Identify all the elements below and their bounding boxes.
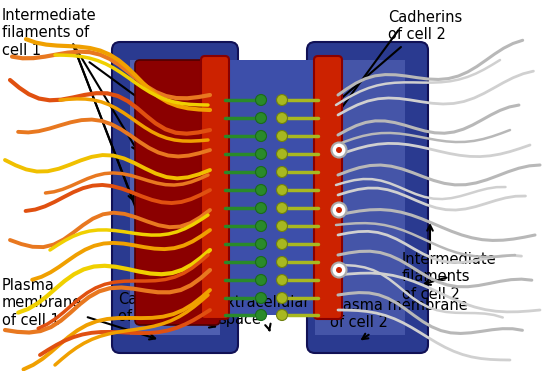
Text: Intermediate
filaments of
cell 1: Intermediate filaments of cell 1 [2, 8, 144, 102]
Circle shape [256, 148, 267, 160]
Circle shape [276, 167, 287, 177]
Circle shape [276, 220, 287, 232]
Text: Extracellular
space: Extracellular space [218, 295, 311, 331]
Circle shape [256, 167, 267, 177]
Bar [225, 60, 318, 315]
Circle shape [276, 131, 287, 141]
Circle shape [256, 275, 267, 286]
Circle shape [276, 239, 287, 250]
Circle shape [276, 309, 287, 321]
Text: Cadherins
of cell 2: Cadherins of cell 2 [334, 10, 462, 105]
Circle shape [256, 95, 267, 105]
FancyBboxPatch shape [112, 42, 238, 353]
Circle shape [256, 309, 267, 321]
Circle shape [276, 148, 287, 160]
Circle shape [256, 131, 267, 141]
Circle shape [256, 256, 267, 267]
Polygon shape [130, 60, 220, 335]
Text: Intermediate
filaments
of cell 2: Intermediate filaments of cell 2 [402, 252, 497, 302]
Polygon shape [315, 60, 405, 335]
Circle shape [276, 112, 287, 124]
Circle shape [276, 95, 287, 105]
FancyBboxPatch shape [307, 42, 428, 353]
Circle shape [331, 142, 347, 158]
Circle shape [276, 275, 287, 286]
Circle shape [336, 267, 342, 273]
Circle shape [276, 203, 287, 213]
Circle shape [276, 292, 287, 303]
Circle shape [331, 203, 347, 217]
Text: Plasma
membrane
of cell 1: Plasma membrane of cell 1 [2, 278, 155, 339]
Circle shape [331, 263, 347, 278]
FancyBboxPatch shape [135, 60, 220, 325]
Circle shape [256, 203, 267, 213]
Circle shape [256, 239, 267, 250]
Circle shape [336, 207, 342, 213]
Circle shape [336, 147, 342, 153]
Circle shape [276, 184, 287, 196]
Circle shape [256, 112, 267, 124]
Text: Plasma membrane
of cell 2: Plasma membrane of cell 2 [330, 298, 468, 339]
Text: Cadherins
of cell 1: Cadherins of cell 1 [118, 292, 215, 328]
Circle shape [276, 256, 287, 267]
Circle shape [256, 292, 267, 303]
Circle shape [256, 220, 267, 232]
Circle shape [256, 184, 267, 196]
FancyBboxPatch shape [314, 56, 342, 319]
FancyBboxPatch shape [201, 56, 229, 319]
